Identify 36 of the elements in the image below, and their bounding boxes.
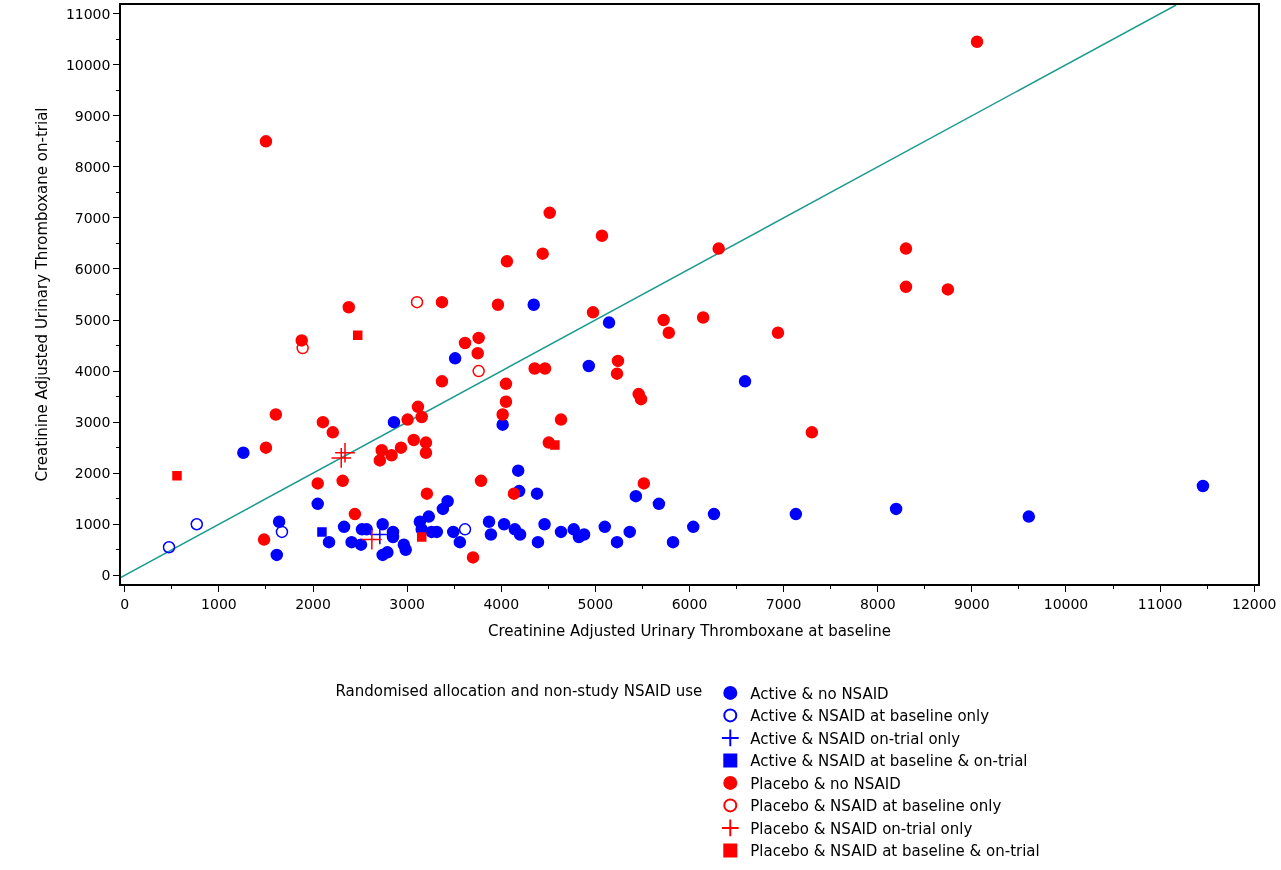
x-axis-title: Creatinine Adjusted Urinary Thromboxane at baseline bbox=[488, 622, 891, 641]
x-tick-label: 11000 bbox=[1137, 595, 1183, 612]
legend-label: Active & no NSAID bbox=[750, 684, 889, 703]
x-tick-label: 6000 bbox=[671, 595, 708, 612]
x-tick-label: 1000 bbox=[201, 595, 237, 612]
y-tick-label: 2000 bbox=[74, 465, 111, 482]
x-tick-label: 12000 bbox=[1231, 595, 1277, 612]
x-tick-label: 9000 bbox=[954, 595, 990, 612]
y-tick-label: 11000 bbox=[65, 5, 111, 22]
y-tick-label: 3000 bbox=[74, 414, 111, 431]
y-tick-label: 5000 bbox=[74, 311, 111, 328]
x-tick-label: 0 bbox=[120, 595, 130, 612]
y-tick-label: 10000 bbox=[65, 56, 111, 73]
legend-label: Placebo & NSAID at baseline only bbox=[750, 797, 1002, 816]
y-tick-label: 6000 bbox=[74, 260, 111, 277]
y-tick-label: 0 bbox=[101, 567, 111, 584]
legend-label: Placebo & NSAID on-trial only bbox=[750, 819, 973, 838]
legend-label: Placebo & NSAID at baseline & on-trial bbox=[750, 842, 1040, 861]
y-tick-label: 4000 bbox=[74, 362, 111, 379]
x-tick-label: 10000 bbox=[1043, 595, 1089, 612]
legend-label: Placebo & no NSAID bbox=[750, 774, 901, 793]
y-tick-label: 1000 bbox=[74, 516, 111, 533]
x-tick-label: 3000 bbox=[389, 595, 425, 612]
x-tick-label: 4000 bbox=[483, 595, 520, 612]
y-axis-title: Creatinine Adjusted Urinary Thromboxane on-trial bbox=[32, 107, 51, 482]
x-tick-label: 2000 bbox=[295, 595, 331, 612]
y-tick-label: 7000 bbox=[74, 209, 111, 226]
x-tick-label: 7000 bbox=[765, 595, 802, 612]
x-tick-label: 5000 bbox=[577, 595, 614, 612]
legend-label: Active & NSAID on-trial only bbox=[750, 729, 961, 748]
y-tick-label: 8000 bbox=[74, 158, 111, 175]
y-tick-label: 9000 bbox=[74, 107, 111, 124]
x-tick-label: 8000 bbox=[859, 595, 896, 612]
legend-title: Randomised allocation and non-study NSAID use bbox=[335, 682, 703, 701]
legend-label: Active & NSAID at baseline & on-trial bbox=[750, 752, 1028, 771]
legend-label: Active & NSAID at baseline only bbox=[750, 707, 990, 726]
